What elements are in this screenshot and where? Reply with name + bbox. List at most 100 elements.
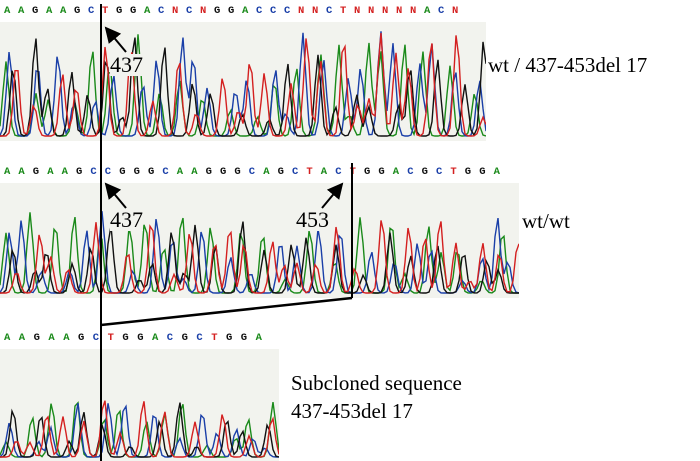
position-label-453-middle: 453	[296, 207, 329, 232]
chromatogram-panel-middle: AAGAAGCCGGGCAAGGGCAGCTACTGGACGCTGGA 437 …	[0, 161, 519, 298]
base-letter: G	[130, 5, 137, 17]
base-letter: C	[326, 5, 333, 17]
base-letter: N	[312, 5, 319, 17]
base-letter: A	[18, 166, 25, 178]
base-letter: G	[205, 166, 212, 178]
arrow-453-middle	[321, 182, 344, 209]
base-letter: A	[263, 166, 270, 178]
base-letter: A	[255, 332, 262, 344]
base-letter: N	[172, 5, 179, 17]
base-letter: G	[220, 166, 227, 178]
base-letter: G	[76, 166, 83, 178]
subclone-label-line2: 437-453del 17	[291, 399, 413, 423]
base-letter: C	[256, 5, 263, 17]
base-letter: G	[234, 166, 241, 178]
base-letter: N	[354, 5, 361, 17]
base-letter: A	[18, 5, 25, 17]
base-letter: A	[48, 332, 55, 344]
base-letter: C	[248, 166, 256, 178]
base-letter: G	[148, 166, 155, 178]
arrow-437-top	[104, 26, 127, 53]
base-letter: C	[438, 5, 445, 17]
base-letter: G	[119, 166, 126, 178]
position-label-437-middle: 437	[110, 207, 143, 232]
base-letter: N	[382, 5, 389, 17]
base-letter: C	[104, 166, 112, 178]
base-letter: C	[186, 5, 193, 17]
base-letter: A	[47, 166, 54, 178]
base-letter: G	[464, 166, 472, 178]
base-letter: A	[4, 166, 11, 178]
base-letter: T	[450, 166, 457, 178]
base-letter: N	[298, 5, 305, 17]
base-letter: A	[424, 5, 431, 17]
base-letter: C	[162, 166, 169, 178]
base-letter: A	[4, 5, 11, 17]
base-letter: C	[158, 5, 165, 17]
base-letter: C	[88, 5, 95, 17]
base-letter: N	[368, 5, 375, 17]
base-letter: A	[18, 332, 26, 344]
base-letter: C	[90, 166, 97, 178]
base-letter: C	[407, 166, 414, 178]
trace-line	[0, 33, 486, 137]
chromatogram-trace-middle	[0, 211, 519, 294]
base-letter: G	[32, 5, 39, 17]
trace-line	[0, 402, 279, 458]
base-letter: A	[242, 5, 249, 17]
base-letter: A	[392, 166, 400, 178]
base-letter: T	[102, 5, 109, 17]
base-letter: A	[60, 5, 67, 17]
base-letter: N	[396, 5, 403, 17]
trace-line	[0, 400, 279, 458]
base-letter: N	[452, 5, 459, 17]
base-letter: C	[196, 332, 203, 344]
base-letter: N	[410, 5, 417, 17]
base-letter: G	[479, 166, 486, 178]
base-letter: C	[284, 5, 291, 17]
base-letter: A	[63, 332, 70, 344]
trace-line	[0, 37, 486, 137]
base-letter: C	[292, 166, 299, 178]
base-letter: C	[166, 332, 174, 344]
base-letter: G	[137, 332, 144, 344]
base-letter: G	[181, 332, 188, 344]
base-letter: G	[421, 166, 428, 178]
base-letter: G	[226, 332, 233, 344]
base-letter: T	[340, 5, 347, 17]
base-letter: G	[32, 166, 40, 178]
base-letter: A	[176, 166, 184, 178]
base-letter: C	[92, 332, 100, 344]
base-letter: G	[214, 5, 221, 17]
base-letter: A	[4, 332, 11, 344]
base-letter: A	[152, 332, 159, 344]
trace-line	[0, 220, 519, 294]
deletion-junction-line	[100, 296, 353, 327]
base-letter: T	[107, 332, 114, 344]
base-letter: G	[33, 332, 40, 344]
base-letter: C	[436, 166, 443, 178]
subclone-label-line1: Subcloned sequence	[291, 371, 462, 395]
base-letter: C	[270, 5, 277, 17]
base-letter: N	[200, 5, 207, 17]
base-letter: G	[277, 166, 284, 178]
base-letter: G	[122, 332, 129, 344]
base-letter: T	[306, 166, 313, 178]
base-letter: A	[191, 166, 198, 178]
position-label-437-top: 437	[110, 52, 143, 77]
base-letter: G	[74, 5, 81, 17]
base-letter: G	[133, 166, 140, 178]
base-letter: G	[378, 166, 385, 178]
base-letter: G	[228, 5, 235, 17]
chromatogram-trace-bottom	[0, 400, 279, 458]
genotype-label-middle: wt/wt	[522, 209, 570, 233]
base-letter: C	[335, 166, 342, 178]
base-letter: G	[364, 166, 371, 178]
base-letter: G	[78, 332, 85, 344]
base-letter: A	[320, 166, 328, 178]
